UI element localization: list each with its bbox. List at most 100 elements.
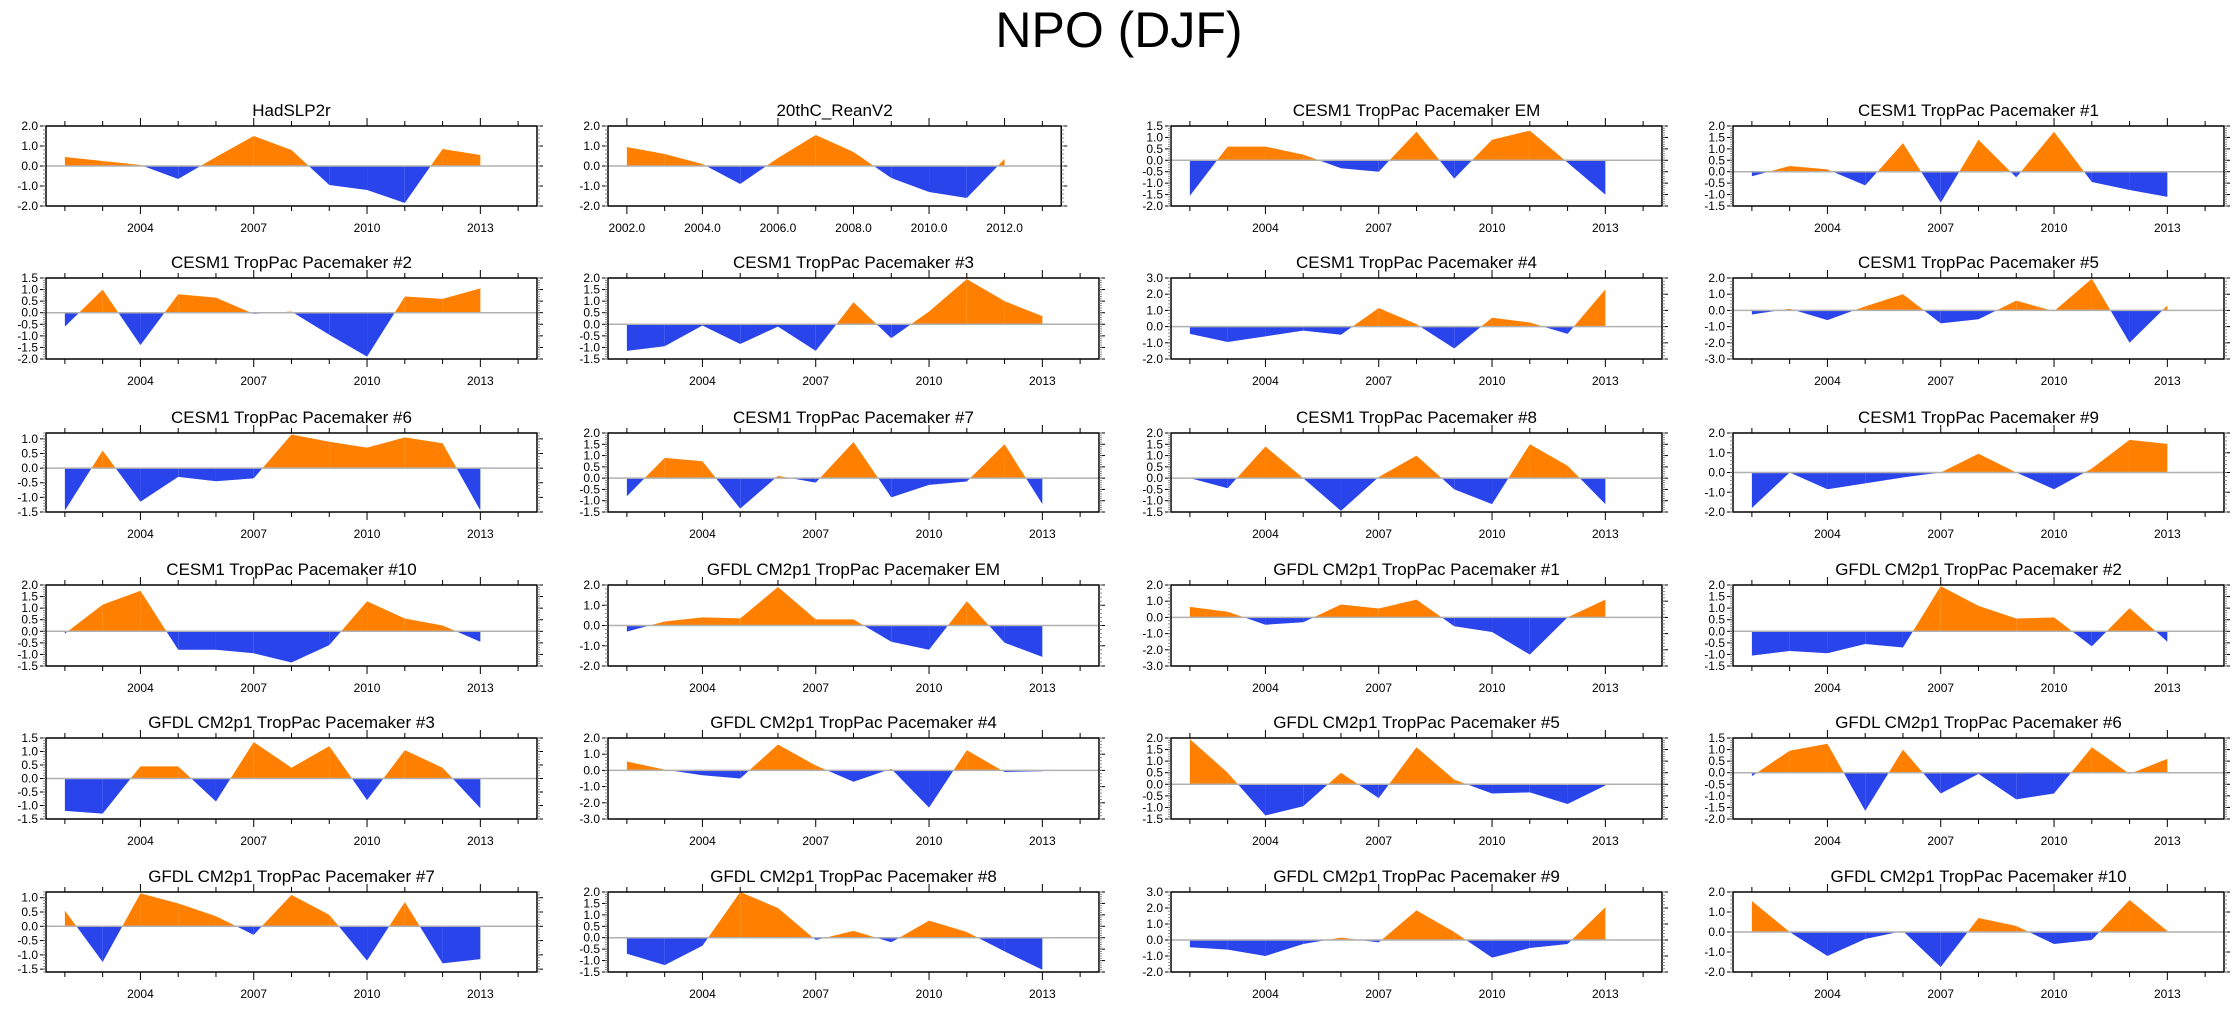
negative-area	[1567, 326, 1574, 334]
x-tick-label: 2013	[467, 374, 494, 388]
negative-area	[178, 631, 216, 650]
negative-area	[1441, 617, 1455, 627]
positive-area	[442, 767, 453, 779]
negative-area	[452, 778, 481, 809]
y-tick-label: 0.5	[583, 306, 600, 320]
negative-area	[215, 631, 254, 654]
positive-area	[1978, 605, 2017, 632]
positive-area	[1912, 586, 1941, 632]
negative-area	[1827, 310, 1855, 321]
negative-area	[1004, 937, 1043, 970]
panel-2: 20thC_ReanV2 2002.0 2004.0 2006.0 2008.0 2010…	[579, 101, 1068, 235]
y-tick-label: 0.5	[1708, 754, 1725, 768]
y-tick-label: -0.5	[1142, 789, 1163, 803]
positive-area	[102, 450, 116, 469]
y-tick-label: -3.0	[1704, 352, 1725, 366]
positive-area	[404, 296, 443, 313]
positive-area	[404, 437, 443, 469]
positive-area	[749, 744, 778, 771]
positive-area	[853, 152, 874, 166]
y-tick-label: 0.5	[1146, 766, 1163, 780]
positive-area	[291, 150, 309, 166]
x-tick-label: 2004	[1252, 221, 1279, 235]
y-tick-label: 1.0	[583, 449, 600, 463]
panel-10: CESM1 TropPac Pacemaker #7 2004 2007 2010 20…	[579, 408, 1105, 541]
positive-area	[2091, 278, 2111, 311]
y-tick-label: -1.0	[1142, 627, 1163, 641]
y-tick-label: 1.0	[21, 891, 38, 905]
positive-area	[1529, 130, 1565, 161]
negative-area	[1244, 617, 1266, 625]
y-tick-label: 0.0	[1708, 466, 1725, 480]
positive-area	[740, 892, 778, 938]
panel-19: GFDL CM2p1 TropPac Pacemaker #5 2004 2007 2…	[1142, 713, 1668, 848]
y-tick-label: 1.5	[583, 896, 600, 910]
negative-area	[827, 770, 854, 782]
y-tick-label: 3.0	[1146, 271, 1163, 285]
positive-area	[1940, 586, 1979, 632]
negative-area	[1904, 932, 1941, 967]
x-tick-label: 2010	[1479, 374, 1506, 388]
positive-area	[2091, 439, 2130, 473]
x-tick-label: 2010	[354, 834, 381, 848]
negative-area	[1492, 617, 1530, 655]
panel-4: CESM1 TropPac Pacemaker #1 2004 2007 2010 20…	[1704, 101, 2230, 235]
y-tick-label: 0.0	[21, 919, 38, 933]
positive-area	[2016, 617, 2055, 632]
negative-area	[1303, 326, 1341, 335]
y-tick-label: -0.5	[579, 942, 600, 956]
x-tick-label: 2004.0	[684, 221, 721, 235]
panel-23: GFDL CM2p1 TropPac Pacemaker #9 2004 2007 2…	[1142, 867, 1668, 1001]
y-tick-label: -1.5	[17, 812, 38, 826]
panel-title: CESM1 TropPac Pacemaker EM	[1293, 101, 1541, 120]
negative-area	[1567, 784, 1606, 804]
positive-area	[1571, 907, 1606, 940]
y-tick-label: -1.0	[1142, 336, 1163, 350]
negative-area	[626, 324, 665, 351]
positive-area	[1789, 743, 1828, 773]
positive-area	[404, 750, 443, 779]
y-tick-label: 1.5	[1146, 437, 1163, 451]
negative-area	[1189, 160, 1218, 196]
negative-area	[2091, 171, 2130, 190]
positive-area	[777, 744, 816, 771]
y-tick-label: -0.5	[579, 482, 600, 496]
y-tick-label: 1.5	[583, 437, 600, 451]
y-tick-label: -0.5	[17, 317, 38, 331]
negative-area	[966, 478, 971, 482]
negative-area	[1454, 326, 1482, 349]
negative-area	[1441, 478, 1455, 490]
positive-area	[836, 302, 854, 325]
panel-title: CESM1 TropPac Pacemaker #4	[1296, 253, 1537, 272]
panel-title: CESM1 TropPac Pacemaker #6	[171, 408, 412, 427]
panel-title: GFDL CM2p1 TropPac Pacemaker #6	[1835, 713, 2122, 732]
panel-21: GFDL CM2p1 TropPac Pacemaker #7 2004 2007 2…	[17, 867, 543, 1001]
x-tick-label: 2007	[1927, 681, 1954, 695]
positive-area	[2054, 617, 2073, 632]
negative-area	[715, 478, 741, 509]
y-tick-label: 0.5	[1708, 153, 1725, 167]
negative-area	[118, 312, 141, 346]
positive-area	[970, 444, 1005, 479]
y-tick-label: -2.0	[17, 352, 38, 366]
x-tick-label: 2013	[1029, 987, 1056, 1001]
y-tick-label: -1.5	[579, 965, 600, 979]
positive-area	[2020, 131, 2055, 172]
x-tick-label: 2007	[240, 834, 267, 848]
x-tick-label: 2007	[1927, 374, 1954, 388]
positive-area	[404, 902, 420, 927]
y-tick-label: -1.0	[579, 954, 600, 968]
negative-area	[1454, 478, 1493, 505]
panel-11: CESM1 TropPac Pacemaker #8 2004 2007 2010 20…	[1142, 408, 1668, 541]
x-tick-label: 2013	[467, 221, 494, 235]
panel-title: 20thC_ReanV2	[776, 101, 892, 120]
negative-area	[1439, 160, 1455, 179]
y-tick-label: 0.0	[21, 306, 38, 320]
y-tick-label: 0.0	[1708, 165, 1725, 179]
positive-area	[394, 296, 405, 313]
y-tick-label: 1.0	[21, 745, 38, 759]
positive-area	[1996, 300, 2017, 311]
y-tick-label: -1.0	[1704, 320, 1725, 334]
panel-title: CESM1 TropPac Pacemaker #9	[1858, 408, 2099, 427]
negative-area	[892, 770, 930, 808]
